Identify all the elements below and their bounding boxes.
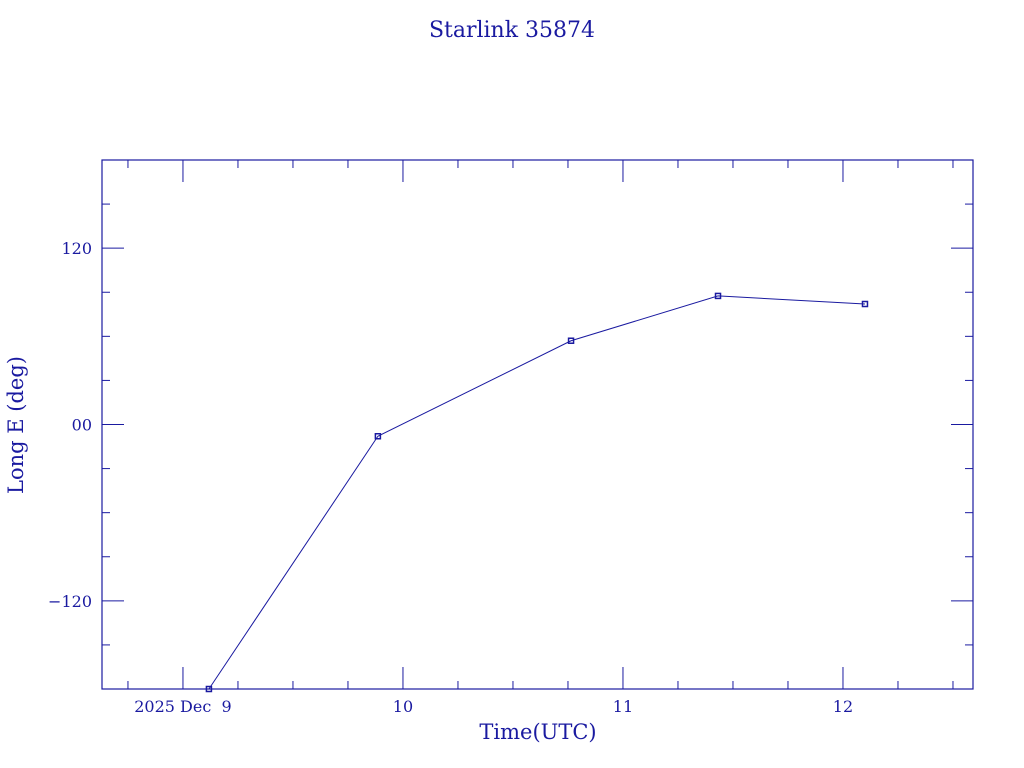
data-point [861, 300, 869, 308]
data-point [205, 685, 213, 693]
x-tick-label: 2025 Dec 9 [134, 697, 231, 716]
x-tick-label: 11 [613, 697, 633, 716]
plot-frame [101, 159, 974, 690]
y-tick-label: 120 [61, 239, 92, 258]
y-tick-label: −120 [48, 592, 92, 611]
x-tick-label: 10 [393, 697, 413, 716]
x-axis-label: Time(UTC) [479, 720, 596, 744]
series-line [208, 295, 866, 690]
y-axis-label: Long E (deg) [4, 356, 28, 494]
chart-title: Starlink 35874 [429, 18, 595, 43]
data-point [714, 292, 722, 300]
y-tick-label: 00 [72, 416, 92, 435]
x-tick-label: 12 [833, 697, 853, 716]
data-point [567, 337, 575, 344]
data-point [374, 433, 382, 440]
